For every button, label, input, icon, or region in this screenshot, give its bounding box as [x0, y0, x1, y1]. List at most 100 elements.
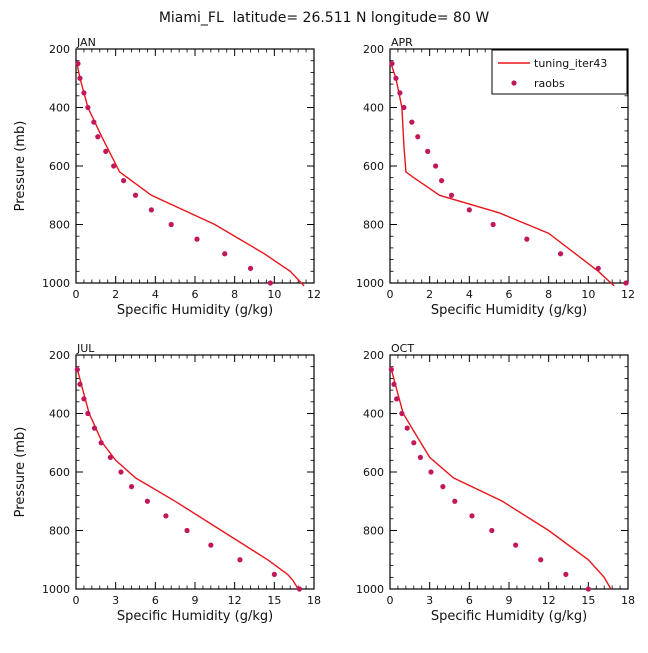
y-tick-label: 200 [363, 349, 384, 362]
x-tick-label: 3 [426, 594, 433, 607]
y-tick-label: 200 [363, 43, 384, 56]
raobs-point [81, 396, 87, 402]
legend-dot-swatch [511, 80, 517, 86]
x-tick-label: 6 [506, 288, 513, 301]
raobs-point [184, 527, 190, 534]
y-axis-label: Pressure (mb) [13, 427, 28, 518]
x-tick-label: 6 [152, 594, 159, 607]
raobs-point [168, 221, 174, 228]
y-axis-label: Pressure (mb) [13, 121, 28, 212]
x-tick-label: 12 [621, 288, 635, 301]
raobs-point [388, 367, 394, 373]
x-tick-label: 0 [73, 288, 80, 301]
x-tick-label: 12 [307, 288, 321, 301]
x-tick-label: 0 [73, 594, 80, 607]
chart-title: Miami_FL latitude= 26.511 N longitude= 8… [159, 10, 489, 26]
raobs-point [77, 75, 83, 81]
x-tick-label: 15 [581, 594, 595, 607]
x-tick-label: 6 [466, 594, 473, 607]
raobs-point [128, 484, 135, 490]
y-tick-label: 600 [49, 466, 70, 479]
raobs-point [425, 148, 431, 154]
raobs-point [121, 178, 127, 184]
series-line-tuning_iter43 [76, 366, 299, 590]
raobs-point [466, 207, 472, 213]
y-tick-label: 1000 [42, 583, 70, 596]
panel-label: JAN [76, 36, 96, 49]
raobs-point [118, 469, 124, 475]
x-tick-label: 8 [231, 288, 238, 301]
raobs-point [394, 396, 400, 402]
panel-label: APR [391, 36, 413, 49]
y-tick-label: 600 [363, 160, 384, 173]
x-tick-label: 15 [267, 594, 281, 607]
raobs-point [98, 440, 104, 446]
raobs-point [296, 586, 303, 592]
raobs-point [77, 381, 83, 387]
x-tick-label: 9 [192, 594, 199, 607]
x-tick-label: 4 [466, 288, 473, 301]
raobs-point [397, 90, 403, 96]
x-tick-label: 4 [152, 288, 159, 301]
panel-label: OCT [391, 342, 414, 355]
raobs-point [91, 119, 97, 125]
raobs-point [401, 104, 407, 111]
raobs-point [563, 571, 569, 577]
raobs-point [490, 221, 496, 228]
y-tick-label: 400 [49, 408, 70, 421]
raobs-point [595, 265, 601, 271]
raobs-point [538, 557, 544, 563]
legend-box [491, 49, 628, 95]
raobs-point [440, 484, 446, 490]
raobs-point [107, 454, 113, 460]
y-tick-label: 1000 [356, 277, 384, 290]
raobs-point [95, 134, 101, 140]
x-tick-label: 18 [307, 594, 321, 607]
x-axis-label: Specific Humidity (g/kg) [117, 303, 273, 318]
series-line-tuning_iter43 [390, 63, 615, 287]
panel-jul: 0 3 6 9 12 15 18 200 400 600 800 1000 JUL Specific Hu… [13, 342, 321, 624]
series-line-tuning_iter43 [76, 63, 305, 287]
panel-oct: 0 3 6 9 12 15 18 200 400 600 800 1000 OCT Specific Hu… [356, 342, 635, 624]
y-tick-label: 400 [363, 102, 384, 115]
plot-frame [75, 354, 315, 590]
x-tick-label: 10 [267, 288, 281, 301]
y-tick-label: 800 [49, 219, 70, 232]
raobs-point [404, 425, 410, 431]
raobs-point [448, 192, 455, 198]
raobs-point [222, 251, 228, 257]
y-tick-label: 800 [363, 219, 384, 232]
y-tick-label: 400 [363, 408, 384, 421]
panel-apr: 0 2 4 6 8 10 12 200 400 600 800 1000 APR Specific Hum… [356, 36, 635, 318]
x-axis-label: Specific Humidity (g/kg) [431, 609, 587, 624]
raobs-point [585, 586, 591, 592]
x-tick-label: 6 [192, 288, 199, 301]
raobs-point [91, 425, 98, 431]
x-axis-label: Specific Humidity (g/kg) [117, 609, 273, 624]
y-tick-label: 200 [49, 349, 70, 362]
y-tick-label: 800 [363, 525, 384, 538]
raobs-point [438, 178, 445, 184]
raobs-point [144, 498, 150, 504]
y-tick-label: 600 [363, 466, 384, 479]
raobs-point [417, 454, 424, 460]
raobs-point [103, 148, 109, 154]
raobs-point [267, 280, 273, 286]
y-tick-label: 1000 [356, 583, 384, 596]
x-axis-label: Specific Humidity (g/kg) [431, 303, 587, 318]
raobs-point [409, 119, 415, 125]
y-tick-label: 200 [49, 43, 70, 56]
legend-entry-tuning_iter43: tuning_iter43 [534, 57, 607, 70]
panel-label: JUL [76, 342, 95, 355]
raobs-point [391, 381, 397, 387]
raobs-point [399, 410, 405, 417]
raobs-point [74, 367, 80, 373]
y-tick-label: 600 [49, 160, 70, 173]
raobs-point [452, 498, 458, 504]
raobs-point [489, 527, 495, 534]
raobs-point [81, 90, 87, 96]
raobs-point [271, 571, 277, 577]
raobs-point [428, 469, 434, 475]
